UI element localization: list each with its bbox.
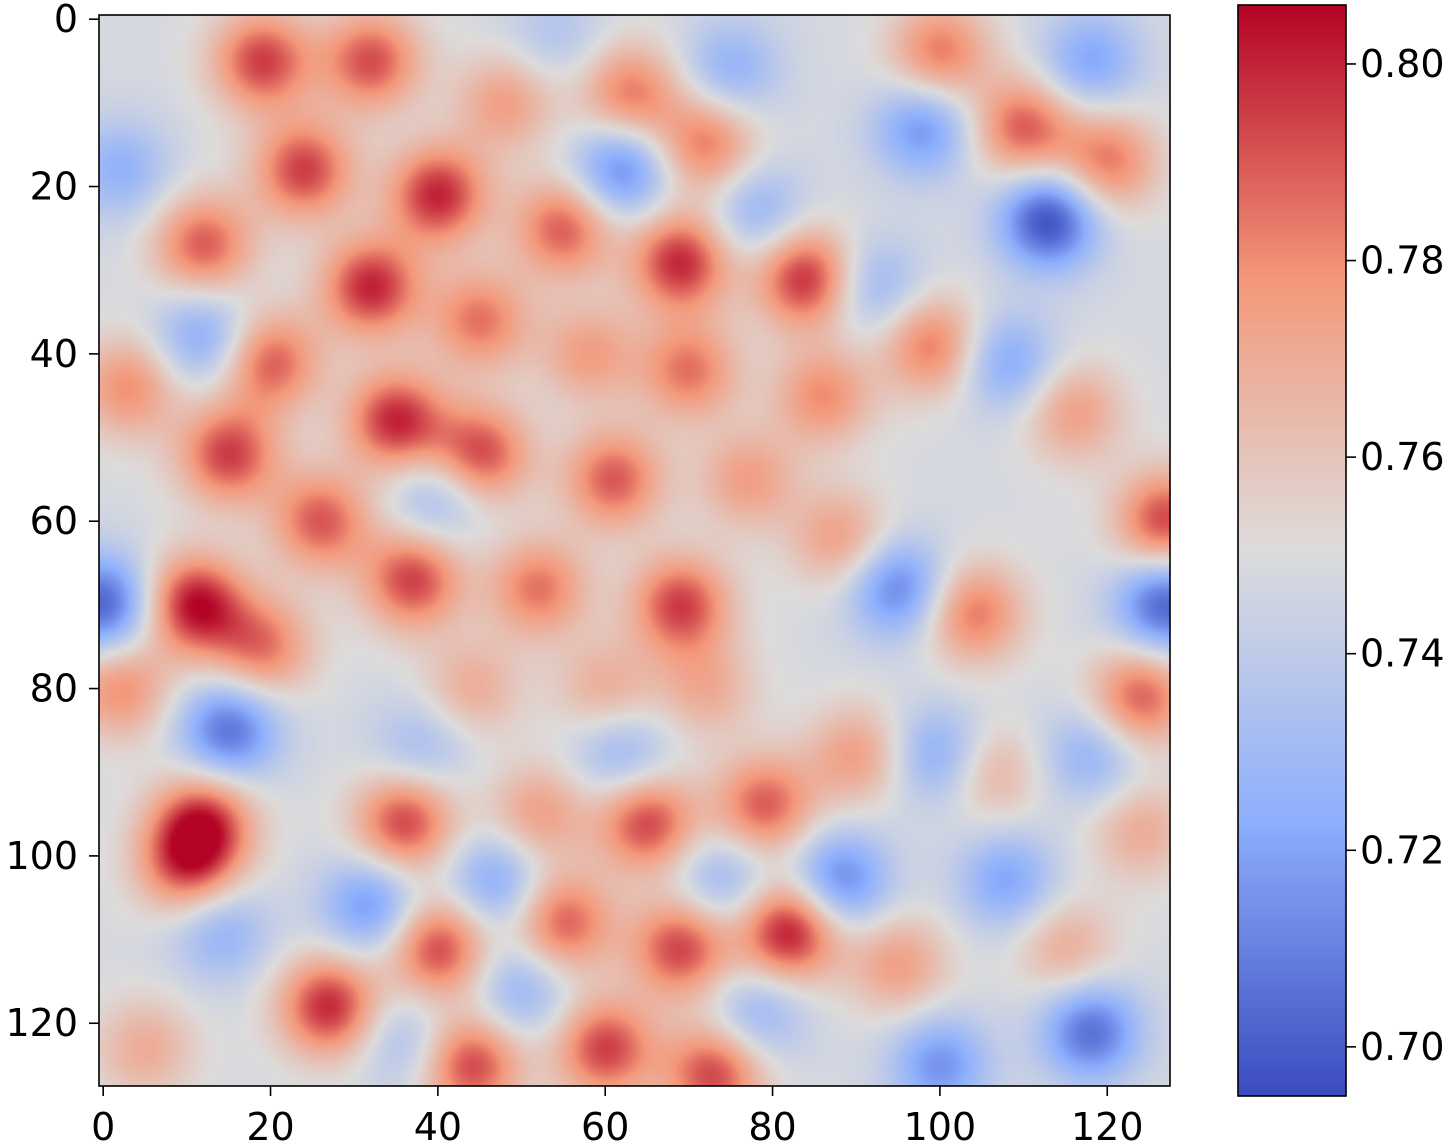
colorbar-tick-label: 0.74 [1360, 632, 1445, 676]
y-tick-label: 80 [30, 667, 78, 711]
x-tick-label: 60 [581, 1105, 629, 1145]
y-tick-label: 40 [30, 332, 78, 376]
heatmap-image [99, 15, 1170, 1086]
colorbar-frame [1237, 4, 1347, 1097]
y-tick-label: 120 [5, 1001, 78, 1045]
colorbar-tick-label: 0.70 [1360, 1025, 1445, 1069]
x-tick-label: 40 [414, 1105, 462, 1145]
x-tick-label: 120 [1071, 1105, 1144, 1145]
y-tick-label: 100 [5, 834, 78, 878]
x-tick-label: 0 [91, 1105, 115, 1145]
x-tick-label: 80 [748, 1105, 796, 1145]
colorbar-tick-label: 0.76 [1360, 435, 1445, 479]
x-axis: 0 20 40 60 80 100 120 [91, 1086, 1144, 1145]
y-axis: 0 20 40 60 80 100 120 [5, 0, 99, 1045]
colorbar-axis: 0.70 0.72 0.74 0.76 0.78 0.80 [1346, 42, 1445, 1069]
colorbar-tick-label: 0.72 [1360, 828, 1445, 872]
y-tick-label: 20 [30, 165, 78, 209]
y-tick-label: 60 [30, 499, 78, 543]
colorbar-gradient [1238, 5, 1346, 1096]
x-tick-label: 20 [246, 1105, 294, 1145]
x-tick-label: 100 [904, 1105, 977, 1145]
plot-frame [98, 14, 1171, 1087]
colorbar-tick-label: 0.80 [1360, 42, 1445, 86]
y-tick-label: 0 [54, 0, 78, 41]
colorbar-tick-label: 0.78 [1360, 239, 1445, 283]
